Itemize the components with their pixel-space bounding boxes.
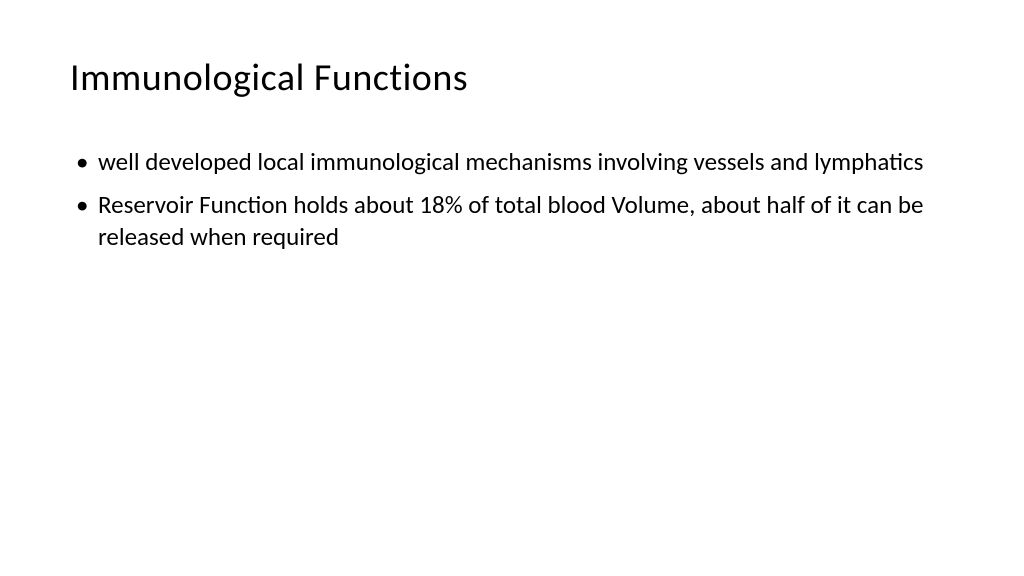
slide-title: Immunological Functions <box>70 55 954 101</box>
bullet-list: well developed local immunological mecha… <box>70 146 954 254</box>
list-item: Reservoir Function holds about 18% of to… <box>70 189 940 254</box>
list-item: well developed local immunological mecha… <box>70 146 940 179</box>
